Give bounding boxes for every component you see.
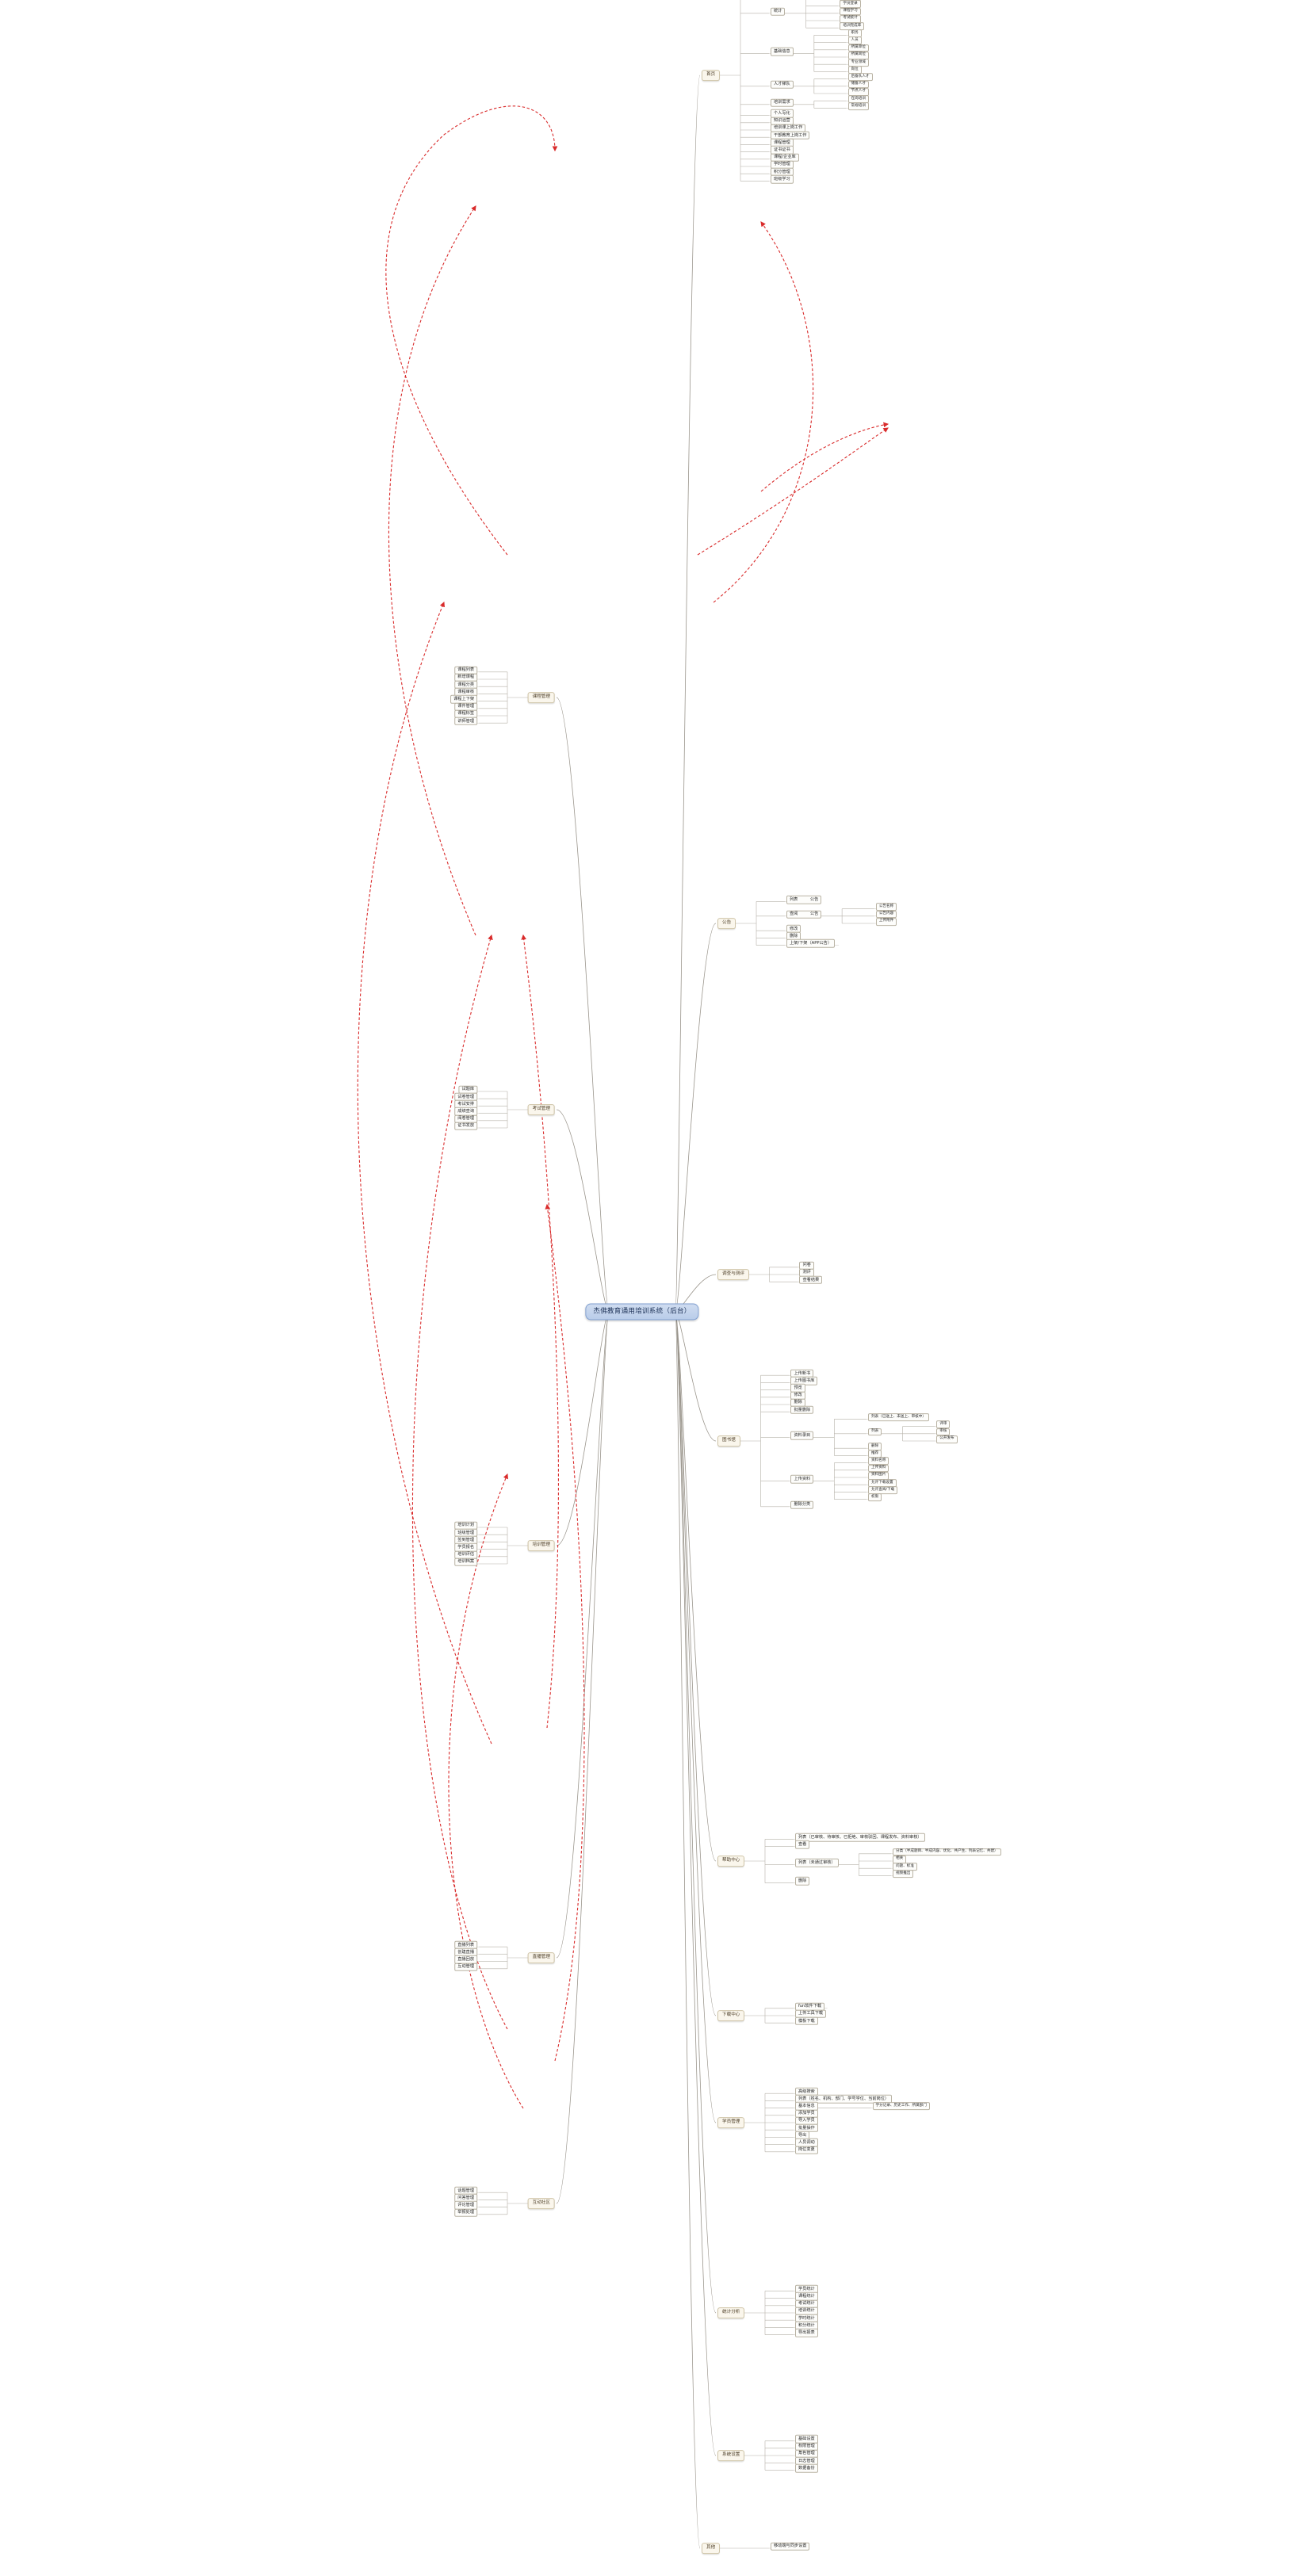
topic-node[interactable]: 统计 (770, 7, 786, 16)
root-node[interactable]: 杰佛教育通用培训系统（后台） (585, 1303, 699, 1320)
topic-node[interactable]: 列表（已审核、待审核、已拒绝、审核驳回、课程发布、资料审核） (794, 1833, 925, 1842)
topic-node[interactable]: 讲师管理 (454, 717, 478, 726)
topic-node[interactable]: 列表（姓名、机构、部门、学号学位、当前岗位） (794, 2094, 893, 2104)
relationship-6 (545, 1203, 585, 2062)
topic-node[interactable]: 列表（未通过审核） (794, 1859, 839, 1867)
topic-node[interactable]: 培训档案 (454, 1557, 478, 1567)
topic-node[interactable]: 人才梯队 (770, 80, 794, 89)
topic-node[interactable]: 允许查阅/下载 (868, 1486, 898, 1495)
topic-node[interactable]: 常规培训 (847, 102, 869, 111)
topic-node[interactable]: 视频推出 (893, 1870, 914, 1878)
topic-node[interactable]: 基础信息 (770, 47, 794, 56)
topic-node[interactable]: 证书发放 (454, 1122, 478, 1131)
branch-r9[interactable]: 其他 (702, 2543, 721, 2554)
topic-node[interactable]: 查看 (794, 1840, 810, 1849)
topic-node[interactable]: 学分记录、历史工作、所属部门 (872, 2102, 930, 2111)
topic-node[interactable]: 权限 (868, 1493, 882, 1502)
topic-node[interactable]: 模板下载 (794, 2016, 818, 2026)
branch-l4[interactable]: 互动社区 (527, 2198, 555, 2209)
topic-node[interactable]: 互动管理 (454, 1963, 478, 1971)
topic-node[interactable]: 列表 公告 (786, 895, 822, 904)
topic-node[interactable]: 删除分类 (790, 1500, 814, 1509)
relationship-8 (697, 427, 889, 556)
relationship-5 (521, 934, 559, 1729)
branch-r2[interactable]: 调查与测评 (717, 1269, 749, 1280)
relationship-4 (448, 1473, 524, 2109)
topic-node[interactable]: 分类（半成题目、半成内容、优化、共产生、列表记忆、共建） (893, 1848, 1001, 1856)
branch-l0[interactable]: 课程管理 (527, 692, 555, 703)
topic-node[interactable]: 查阅 公告 (786, 910, 822, 919)
branch-r1[interactable]: 公告 (717, 918, 736, 929)
topic-node[interactable]: 上传资料 (790, 1475, 814, 1484)
topic-node[interactable]: 列表 (868, 1428, 882, 1436)
topic-node[interactable]: 移动端与同步设置 (770, 2542, 810, 2551)
relationship-2 (357, 601, 492, 1745)
topic-node[interactable]: 批量删除 (790, 1405, 814, 1415)
branch-r6[interactable]: 学员管理 (717, 2117, 745, 2128)
branch-r5[interactable]: 下载中心 (717, 2010, 745, 2021)
branch-l1[interactable]: 考试管理 (527, 1104, 555, 1115)
branch-r0[interactable]: 首页 (702, 70, 721, 81)
relationship-1 (388, 205, 476, 936)
topic-node[interactable]: 查看结果 (799, 1275, 823, 1285)
topic-node[interactable]: 列表（已送上、未送上、审核中） (868, 1413, 929, 1422)
branch-r8[interactable]: 系统设置 (717, 2450, 745, 2461)
branch-r4[interactable]: 帮助中心 (717, 1856, 745, 1867)
topic-node[interactable]: 删除 (794, 1877, 810, 1886)
topic-node[interactable]: 导出报表 (794, 2329, 818, 2337)
relationship-0 (385, 105, 558, 556)
topic-node[interactable]: 班级学习 (770, 174, 794, 184)
relationship-9 (760, 422, 889, 492)
relationship-7 (713, 221, 814, 603)
topic-node[interactable]: 公开发布 (936, 1435, 958, 1443)
topic-node[interactable]: 上传附件 (875, 917, 897, 926)
topic-node[interactable]: 资料录目 (790, 1431, 814, 1440)
branch-l3[interactable]: 直播管理 (527, 1952, 555, 1963)
branch-r7[interactable]: 统计分析 (717, 2307, 745, 2318)
topic-node[interactable]: 培训需求 (770, 98, 794, 107)
topic-node[interactable]: 上架/下架（APP公告） (786, 939, 836, 948)
topic-node[interactable]: 举报处理 (454, 2208, 478, 2217)
topic-node[interactable]: 岗位变更 (794, 2146, 818, 2154)
branch-l2[interactable]: 培训管理 (527, 1540, 555, 1551)
topic-node[interactable]: 数据备份 (794, 2463, 818, 2473)
branch-r3[interactable]: 图书馆 (717, 1435, 740, 1447)
